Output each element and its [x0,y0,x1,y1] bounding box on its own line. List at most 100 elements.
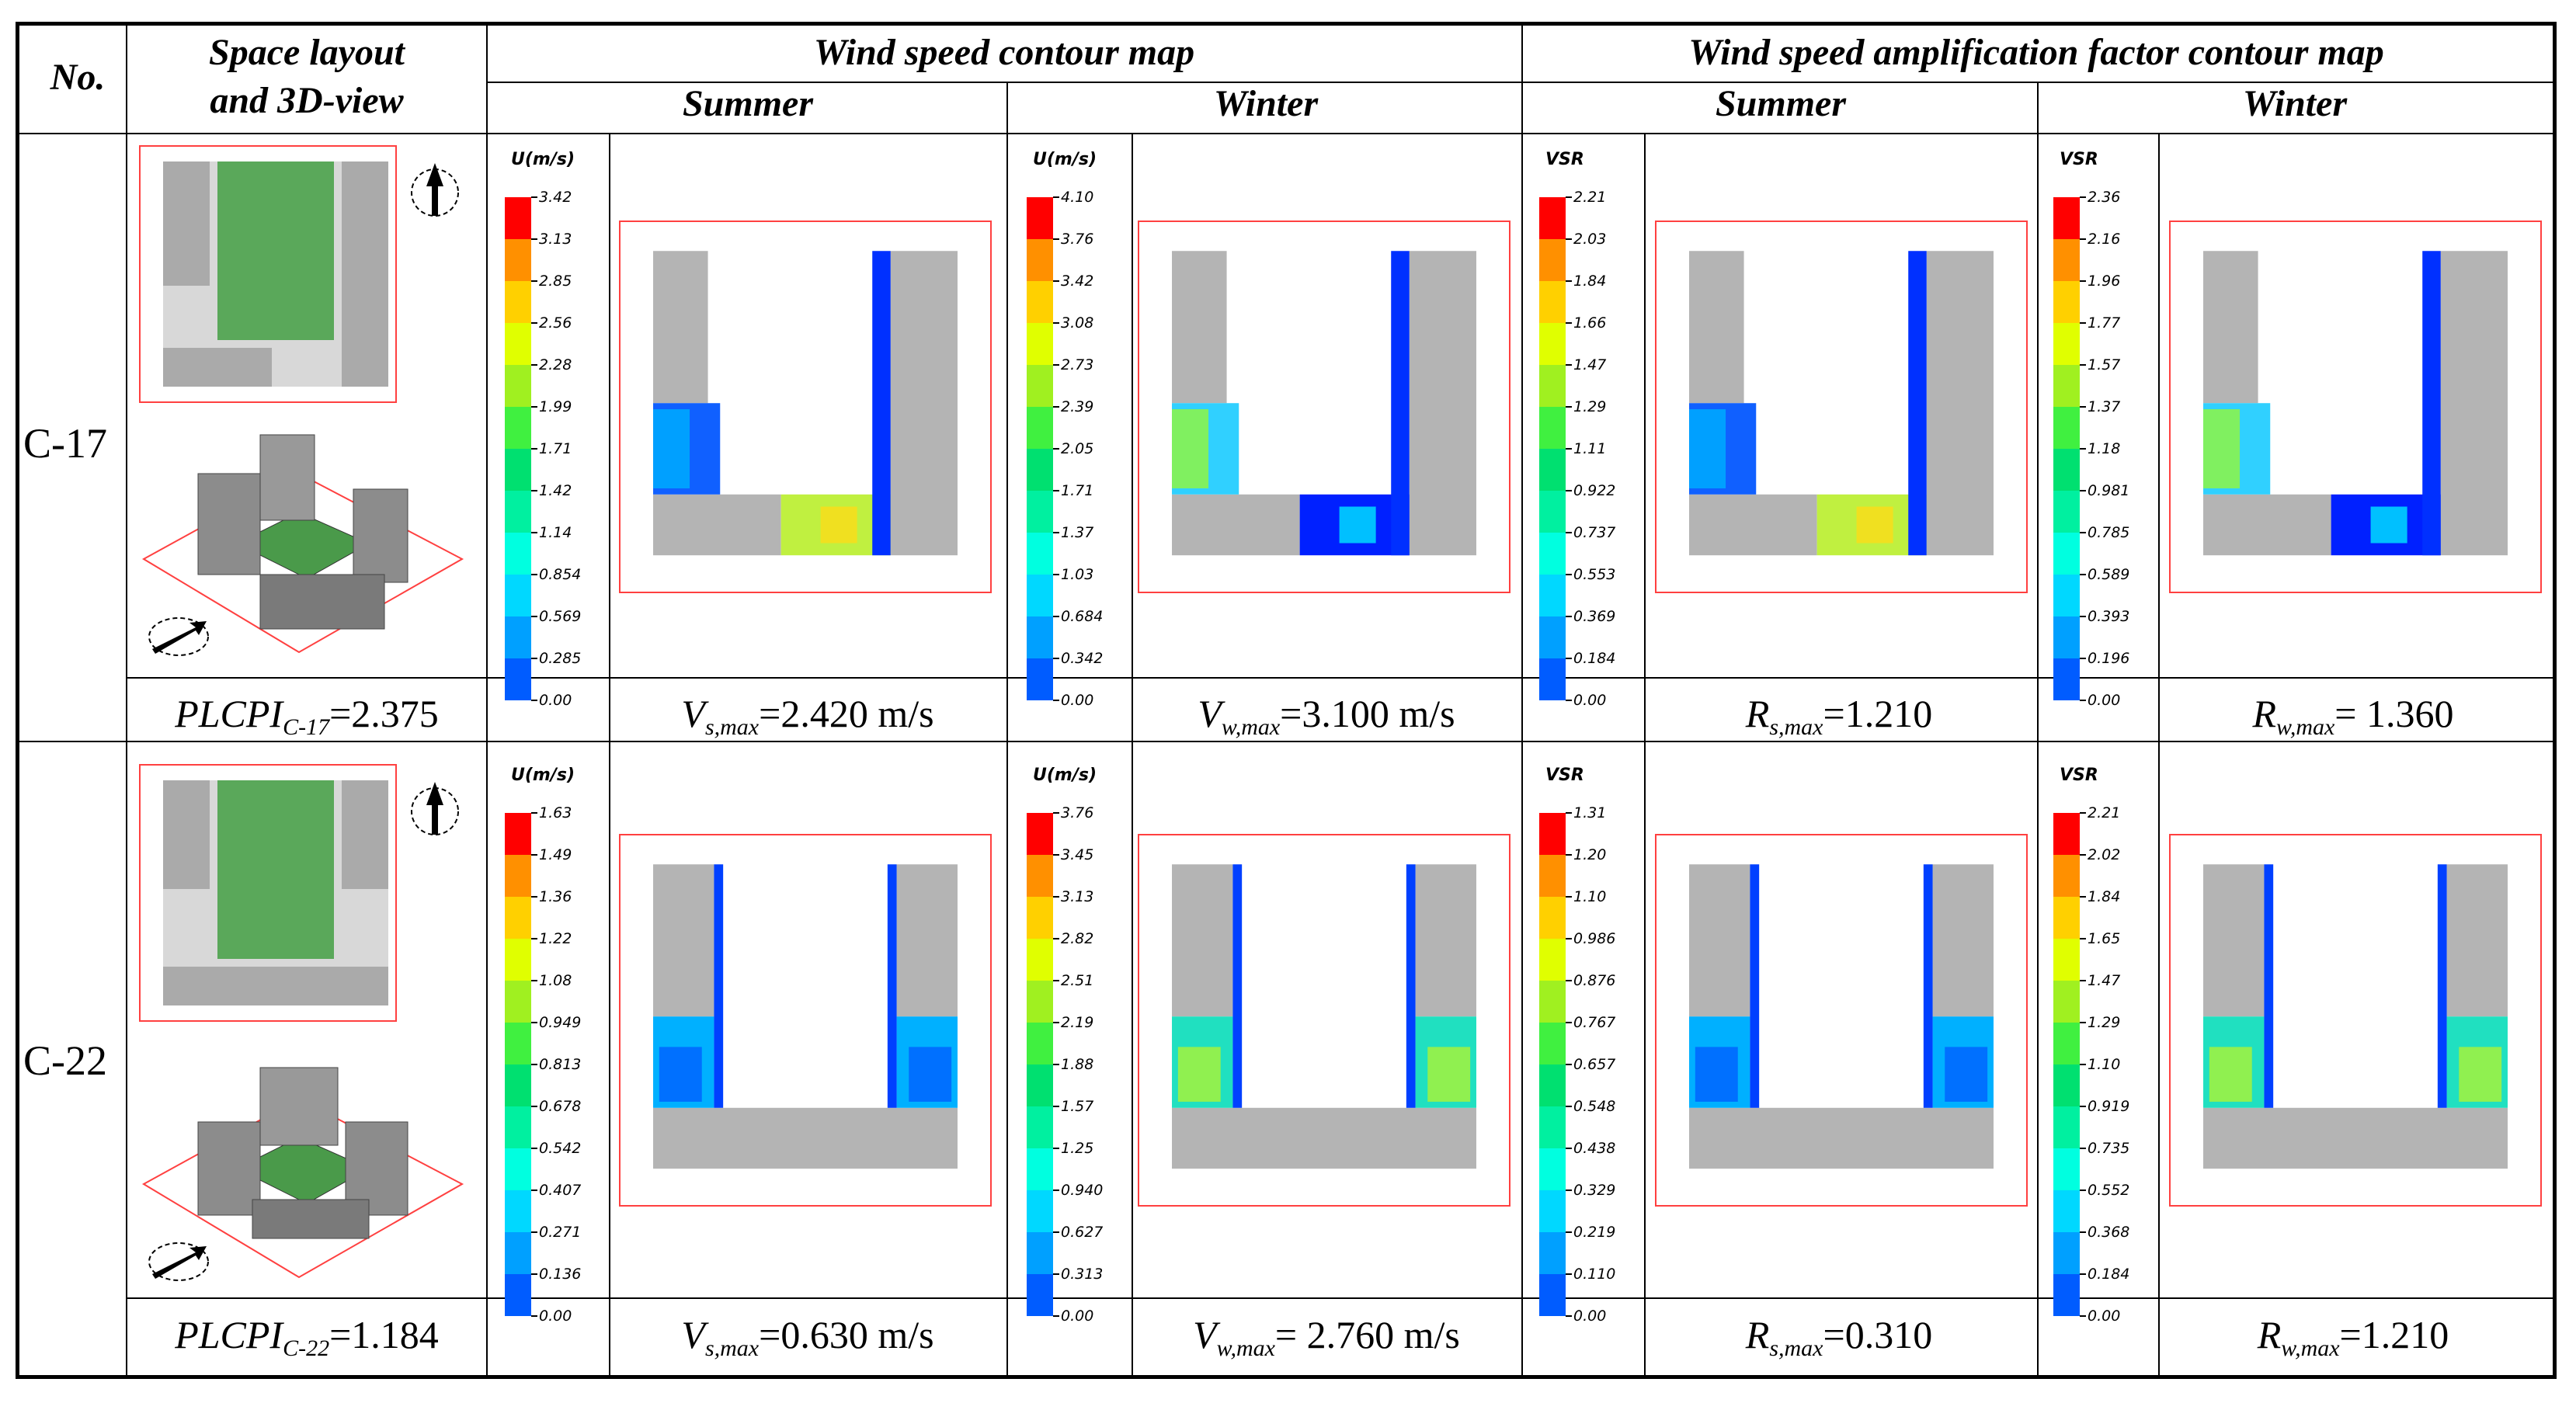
legend-tick: 0.00 [1061,692,1093,709]
legend-vsr_summer-c-17: VSR 2.21 2.03 1.84 1.66 1.47 1.29 1.11 0.922 0.73… [1539,150,1615,709]
legend-title: VSR [1545,150,1584,169]
legend-swatch [2053,1106,2080,1148]
legend-speed_winter-c-22: U(m/s) 3.76 3.45 3.13 2.82 2.51 2.19 1.88 1.57 1.… [1027,766,1103,1325]
flow-region [714,864,724,1108]
legend-tick: 0.569 [539,608,581,625]
legend-title: U(m/s) [1033,150,1097,169]
legend-swatch [505,281,531,323]
header-summer-speed: Summer [682,83,814,124]
legend-tick: 2.39 [1061,398,1093,415]
legend-tick: 2.03 [1573,231,1606,248]
legend-tick: 1.99 [539,398,572,415]
flow-region [1339,506,1376,544]
building-block [2203,1107,2508,1169]
3d-view-c17 [141,434,464,654]
legend-tick: 0.922 [1573,482,1615,499]
legend-swatch [505,407,531,449]
header-winter-vsr: Winter [2242,83,2348,124]
legend-title: U(m/s) [511,766,575,785]
legend-tick: 2.56 [539,314,572,332]
legend-swatch [1027,1064,1053,1106]
flow-region [1856,506,1893,544]
legend-swatch [1027,1274,1053,1316]
legend-swatch [1539,616,1566,658]
legend-speed_summer-c-22: U(m/s) 1.63 1.49 1.36 1.22 1.08 0.949 0.813 0.67… [505,766,581,1325]
flow-region [1427,1047,1471,1102]
plan-building [163,780,210,889]
legend-tick: 1.08 [539,972,572,989]
contour-map-c22-vsr-summer [1655,834,2028,1207]
space-layout-plan-c17 [139,145,397,403]
legend-tick: 1.71 [1061,482,1093,499]
legend-tick: 0.438 [1573,1140,1615,1157]
contour-map-c22-speed-summer [619,834,992,1207]
legend-swatch [1539,939,1566,981]
legend-tick: 0.553 [1573,566,1615,583]
legend-tick: 3.13 [539,231,572,248]
building-block [1932,864,1994,1017]
legend-tick: 0.735 [2088,1140,2129,1157]
legend-tick: 1.65 [2088,930,2120,947]
building-block [1689,864,1750,1017]
building-block [1172,1107,1476,1169]
contour-map-c17-vsr-winter [2169,221,2542,593]
legend-tick: 0.196 [2088,650,2129,667]
flow-region [1908,251,1927,556]
legend-tick: 1.10 [1573,888,1606,905]
building-block [653,864,714,1017]
flow-region [1689,409,1726,488]
legend-swatch [505,813,531,855]
building-block [2446,864,2508,1017]
building-block [653,1107,958,1169]
legend-tick: 0.589 [2088,566,2129,583]
legend-swatch [1027,897,1053,939]
legend-tick: 1.84 [2088,888,2120,905]
north-arrow-icon [148,617,209,656]
north-arrow-icon [411,782,459,835]
legend-tick: 4.10 [1061,189,1093,206]
legend-swatch [1539,1148,1566,1190]
flow-region [1391,251,1410,556]
legend-tick: 1.77 [2088,314,2120,332]
legend-tick: 0.684 [1061,608,1103,625]
building-mass [353,488,408,583]
legend-swatch [2053,365,2080,407]
legend-swatch [1027,616,1053,658]
legend-swatch [1027,575,1053,616]
legend-swatch [1539,855,1566,897]
north-arrow-icon [148,1242,209,1281]
legend-tick: 0.949 [539,1014,581,1031]
legend-swatch [505,658,531,700]
legend-tick: 1.29 [2088,1014,2120,1031]
header-3d-view: and 3D-view [210,80,404,121]
legend-swatch [1027,365,1053,407]
legend-tick: 0.940 [1061,1182,1103,1199]
legend-speed_winter-c-17: U(m/s) 4.10 3.76 3.42 3.08 2.73 2.39 2.05 1.71 1.… [1027,150,1103,709]
building-block [1172,864,1233,1017]
legend-vsr_winter-c-22: VSR 2.21 2.02 1.84 1.65 1.47 1.29 1.10 0.919 0.73… [2053,766,2129,1325]
building-block [2203,494,2331,556]
legend-swatch [2053,197,2080,239]
flow-region [2459,1047,2502,1102]
flow-region [2209,1047,2252,1102]
legend-swatch [1539,533,1566,575]
header-amplification: Wind speed amplification factor contour … [1688,32,2384,73]
legend-swatch [1539,323,1566,365]
building-block [1689,494,1817,556]
legend-tick: 0.548 [1573,1098,1615,1115]
legend-tick: 0.368 [2088,1224,2129,1241]
legend-tick: 2.51 [1061,972,1093,989]
legend-tick: 2.36 [2088,189,2120,206]
legend-tick: 0.271 [539,1224,581,1241]
flow-region [1695,1047,1738,1102]
legend-swatch [2053,407,2080,449]
legend-swatch [2053,813,2080,855]
legend-swatch [2053,1232,2080,1274]
legend-tick: 0.876 [1573,972,1615,989]
plan-building [342,780,388,889]
flow-region [820,506,857,544]
building-block [2440,251,2508,556]
legend-swatch [1539,897,1566,939]
legend-tick: 2.85 [539,273,572,290]
legend-swatch [2053,658,2080,700]
